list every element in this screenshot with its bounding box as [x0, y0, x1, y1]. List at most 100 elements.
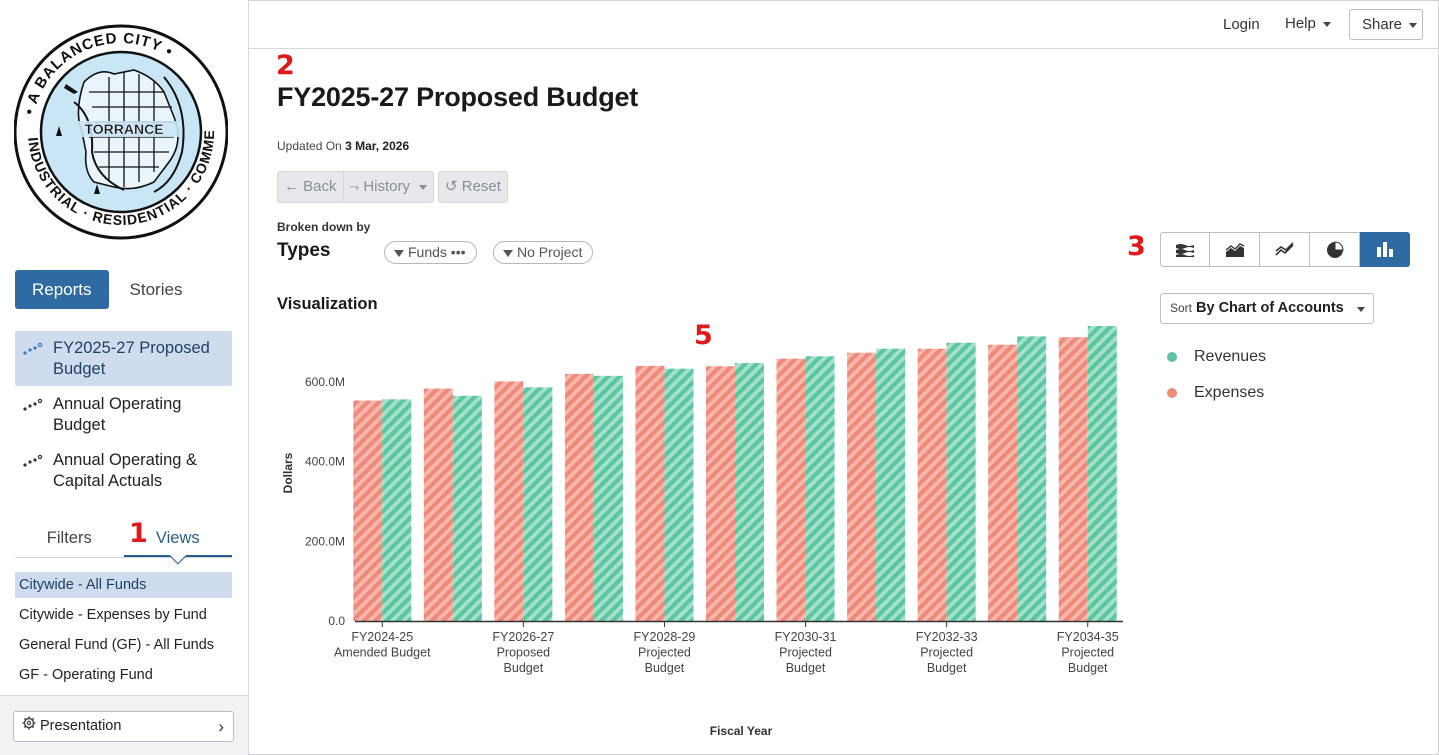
- share-label: Share: [1362, 16, 1403, 33]
- sort-dropdown[interactable]: Sort By Chart of Accounts: [1160, 293, 1374, 324]
- scatter-dots-icon: [23, 338, 53, 380]
- report-item-label: Annual Operating Budget: [53, 395, 182, 434]
- funds-filter-chip[interactable]: Funds •••: [384, 241, 477, 264]
- report-list: FY2025-27 Proposed Budget Annual Operati…: [15, 331, 232, 499]
- sort-value: By Chart of Accounts: [1196, 300, 1344, 316]
- back-label: Back: [303, 178, 337, 195]
- annotation-marker-3: 3: [1127, 231, 1146, 262]
- annotation-marker-1: 1: [129, 518, 148, 549]
- bar-expenses[interactable]: [988, 344, 1018, 621]
- bar-expenses[interactable]: [564, 373, 594, 621]
- funds-chip-label: Funds •••: [408, 244, 466, 260]
- report-item-label: FY2025-27 Proposed Budget: [53, 339, 210, 378]
- city-seal-logo[interactable]: TORRANCE • A BALANCED CITY • INDUSTRIAL …: [8, 9, 229, 242]
- reports-tab[interactable]: Reports: [15, 270, 109, 309]
- legend-item-expenses[interactable]: Expenses: [1166, 375, 1266, 411]
- help-menu[interactable]: Help: [1285, 15, 1331, 32]
- report-item-fy2025-27[interactable]: FY2025-27 Proposed Budget: [15, 331, 232, 386]
- line-chart-button[interactable]: [1260, 232, 1310, 267]
- project-chip-label: No Project: [517, 244, 583, 260]
- tab-filters[interactable]: Filters: [46, 529, 92, 547]
- view-item[interactable]: General Fund (GF) - All Funds: [19, 637, 215, 653]
- broken-down-by-label: Broken down by: [277, 220, 371, 234]
- line-icon: [1274, 241, 1294, 256]
- presentation-label: Presentation: [40, 718, 122, 734]
- bar-revenues[interactable]: [876, 348, 906, 621]
- x-tick-label: Budget: [786, 661, 826, 675]
- project-filter-chip[interactable]: No Project: [493, 241, 594, 264]
- stacked-area-button[interactable]: [1160, 232, 1210, 267]
- bar-expenses[interactable]: [494, 381, 524, 621]
- breakdown-title[interactable]: Types: [277, 240, 331, 261]
- caret-down-icon: [418, 184, 427, 190]
- back-button[interactable]: ← Back: [277, 171, 344, 203]
- active-tab-caret: [169, 547, 187, 565]
- bar-revenues[interactable]: [1017, 336, 1047, 621]
- bar-revenues[interactable]: [946, 342, 976, 621]
- x-tick-label: Amended Budget: [334, 646, 431, 660]
- tab-views-label: Views: [155, 529, 200, 547]
- bar-expenses[interactable]: [776, 358, 806, 621]
- sidebar-footer: Presentation ›: [0, 695, 248, 755]
- bar-revenues[interactable]: [382, 399, 412, 621]
- view-item[interactable]: Citywide - All Funds: [15, 572, 232, 598]
- reports-stories-toggle: Reports Stories: [15, 270, 204, 309]
- view-list: Citywide - All Funds Citywide - Expenses…: [15, 572, 232, 692]
- view-item[interactable]: GF - Operating Fund: [19, 667, 153, 683]
- x-tick-label: Budget: [927, 661, 967, 675]
- bar-expenses[interactable]: [706, 366, 735, 621]
- reset-button[interactable]: ↺ Reset: [437, 171, 508, 203]
- bar-revenues[interactable]: [805, 356, 835, 621]
- share-button[interactable]: Share: [1349, 9, 1423, 40]
- annotation-marker-2: 2: [276, 50, 295, 81]
- report-item-annual-operating[interactable]: Annual Operating Budget: [15, 387, 232, 442]
- bar-expenses[interactable]: [635, 365, 665, 621]
- history-icon: ⤳: [349, 180, 360, 194]
- bar-revenues[interactable]: [452, 395, 482, 621]
- gear-icon: [22, 712, 36, 741]
- bar-expenses[interactable]: [1058, 337, 1088, 621]
- view-item[interactable]: Citywide - Expenses by Fund: [19, 607, 207, 623]
- legend-item-revenues[interactable]: Revenues: [1166, 339, 1266, 375]
- x-tick-label: FY2024-25: [351, 630, 413, 644]
- x-tick-label: FY2032-33: [916, 630, 978, 644]
- tab-views[interactable]: Views: [123, 520, 232, 565]
- x-tick-label: Projected: [638, 646, 691, 660]
- bar-revenues[interactable]: [593, 375, 623, 621]
- bar-icon: [1376, 242, 1393, 257]
- history-button[interactable]: ⤳ History: [343, 171, 434, 203]
- presentation-button[interactable]: Presentation ›: [13, 711, 234, 742]
- pie-icon: [1326, 240, 1344, 258]
- x-tick-label: Budget: [504, 661, 544, 675]
- area-chart-button[interactable]: [1210, 232, 1260, 267]
- chart-legend: Revenues Expenses: [1166, 339, 1266, 411]
- bar-expenses[interactable]: [353, 400, 383, 621]
- updated-date: 3 Mar, 2026: [345, 139, 410, 153]
- help-label: Help: [1285, 15, 1316, 32]
- budget-bar-chart: 0.0 200.0M 400.0M 600.0M Dollars FY2024-25 Ame…: [277, 320, 1157, 750]
- bar-chart-button[interactable]: [1360, 232, 1410, 267]
- y-tick-label: 0.0: [328, 614, 345, 628]
- bar-revenues[interactable]: [664, 368, 694, 621]
- report-item-annual-actuals[interactable]: Annual Operating & Capital Actuals: [15, 443, 232, 498]
- y-tick-label: 600.0M: [305, 375, 345, 389]
- bar-revenues[interactable]: [523, 387, 553, 621]
- bar-expenses[interactable]: [423, 388, 453, 621]
- x-tick-label: Proposed: [497, 646, 551, 660]
- stories-tab[interactable]: Stories: [108, 270, 204, 309]
- caret-down-icon: [1357, 307, 1365, 312]
- bar-revenues[interactable]: [1087, 326, 1117, 621]
- reset-label: Reset: [461, 178, 501, 195]
- scatter-dots-icon: [23, 450, 53, 492]
- logo-city-text: TORRANCE: [84, 121, 163, 137]
- legend-dot: [1167, 388, 1177, 398]
- filter-icon: [503, 250, 513, 257]
- legend-dot: [1167, 352, 1177, 362]
- login-link[interactable]: Login: [1223, 16, 1260, 33]
- bar-expenses[interactable]: [917, 348, 947, 621]
- legend-label: Expenses: [1194, 384, 1265, 401]
- x-axis-label: Fiscal Year: [710, 724, 773, 738]
- bar-expenses[interactable]: [847, 352, 877, 621]
- pie-chart-button[interactable]: [1310, 232, 1360, 267]
- bar-revenues[interactable]: [735, 363, 764, 621]
